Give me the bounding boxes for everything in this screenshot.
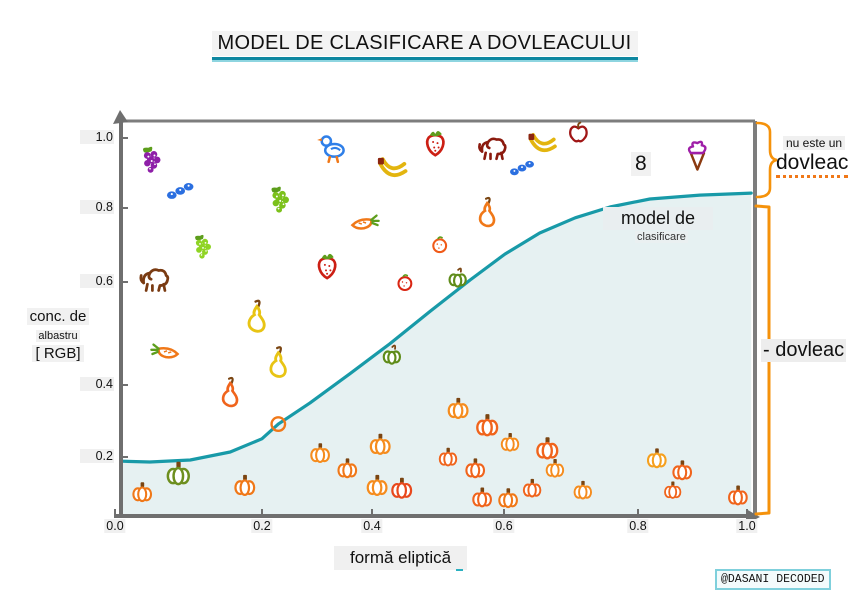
- strawberry-icon: [317, 252, 337, 280]
- dog-icon: [139, 268, 170, 292]
- tomato-icon: [397, 273, 413, 292]
- x-tick-label: 1.0: [736, 519, 758, 533]
- berries-icon: [510, 160, 534, 176]
- x-tick-label: 0.2: [251, 519, 273, 533]
- y-axis-label-line1: conc. de: [26, 308, 90, 325]
- tick-marks: [114, 137, 748, 516]
- not-pumpkin-label-line1: nu este un: [783, 136, 846, 150]
- tomato-icon: [432, 236, 448, 254]
- icecream-icon: [687, 140, 707, 171]
- banana-icon: [526, 131, 557, 153]
- curve-label-line2: clasificare: [635, 231, 688, 243]
- gourd-icon: [269, 345, 287, 378]
- bracket-not-pumpkin: [755, 121, 778, 199]
- x-axis-label-tick: [456, 569, 463, 571]
- x-tick-label: 0.6: [493, 519, 515, 533]
- y-axis-label-line3: [ RGB]: [32, 345, 84, 362]
- y-axis-arrow: [113, 110, 128, 124]
- y-tick-label: 0.6: [80, 274, 114, 288]
- title-block: MODEL DE CLASIFICARE A DOVLEACULUI: [211, 31, 638, 60]
- y-tick-label: 0.4: [80, 377, 114, 391]
- watermark: @DASANI DECODED: [715, 569, 831, 590]
- gourd-icon: [478, 196, 496, 228]
- pumpkin-label: - dovleac: [761, 339, 847, 362]
- y-tick-label: 0.2: [80, 449, 114, 463]
- strawberry-icon: [425, 129, 445, 157]
- banana-icon: [375, 155, 408, 178]
- classifier-curve: [120, 191, 753, 464]
- grapes-icon: [143, 146, 161, 173]
- berries-icon: [166, 182, 194, 199]
- duck-icon: [315, 135, 345, 164]
- y-tick-label: 1.0: [80, 130, 114, 144]
- not-pumpkin-label-line2: dovleac: [776, 151, 849, 179]
- page-title: MODEL DE CLASIFICARE A DOVLEACULUI: [211, 31, 638, 56]
- y-tick-label: 0.8: [80, 200, 114, 214]
- gourd-icon: [247, 299, 266, 333]
- y-axis-label: conc. de albastru [ RGB]: [18, 308, 98, 363]
- apple-icon: [569, 121, 588, 143]
- x-tick-label: 0.0: [104, 519, 126, 533]
- carrot-icon: [150, 343, 179, 359]
- gourd-icon: [221, 376, 239, 408]
- title-underline: [211, 57, 638, 60]
- pepper-icon: [448, 267, 467, 288]
- dog-icon: [478, 137, 507, 161]
- annotation-eight: 8: [631, 152, 651, 176]
- y-axis-label-line2: albastru: [36, 330, 80, 342]
- x-axis-label: formă eliptică: [334, 546, 468, 570]
- curve-label-line1: model de: [603, 207, 713, 230]
- grapes-icon: [195, 234, 211, 259]
- grapes-icon: [271, 186, 289, 213]
- carrot-icon: [351, 214, 380, 230]
- classifier-fill-area: [122, 193, 752, 514]
- x-tick-label: 0.8: [627, 519, 649, 533]
- x-tick-label: 0.4: [361, 519, 383, 533]
